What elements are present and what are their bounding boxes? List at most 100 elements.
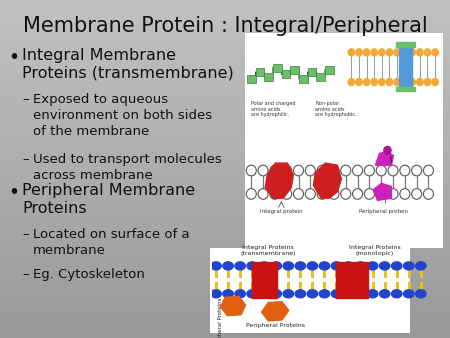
Circle shape (271, 290, 282, 298)
Polygon shape (375, 151, 393, 165)
Circle shape (432, 49, 438, 56)
Circle shape (211, 290, 221, 298)
Text: •: • (8, 48, 19, 67)
Circle shape (364, 78, 370, 86)
Bar (325, 66, 334, 74)
FancyBboxPatch shape (210, 248, 410, 333)
Circle shape (364, 49, 370, 56)
FancyBboxPatch shape (245, 33, 443, 143)
Circle shape (417, 78, 423, 86)
Circle shape (270, 165, 280, 176)
Circle shape (376, 165, 386, 176)
Circle shape (258, 165, 268, 176)
Text: Peripheral Proteins: Peripheral Proteins (246, 323, 305, 328)
Text: Peripheral Membrane
Proteins: Peripheral Membrane Proteins (22, 183, 195, 216)
Circle shape (246, 189, 256, 199)
Text: Polar and charged
amino acids
are hydrophilic.: Polar and charged amino acids are hydrop… (251, 101, 296, 117)
Circle shape (401, 78, 408, 86)
Polygon shape (313, 163, 342, 198)
Circle shape (415, 290, 426, 298)
Text: Non-polar
amino acids
are hydrophobic.: Non-polar amino acids are hydrophobic. (315, 101, 357, 117)
Bar (308, 68, 316, 76)
Circle shape (319, 290, 330, 298)
Text: Membrane Protein : Integral/Peripheral: Membrane Protein : Integral/Peripheral (22, 16, 427, 36)
Circle shape (367, 290, 378, 298)
Circle shape (364, 165, 374, 176)
Circle shape (343, 290, 354, 298)
Circle shape (379, 262, 390, 270)
Circle shape (392, 262, 402, 270)
Circle shape (343, 262, 354, 270)
Text: Integral Proteins
(transmembrane): Integral Proteins (transmembrane) (241, 245, 296, 256)
Bar (396, 87, 415, 92)
Circle shape (223, 290, 233, 298)
Text: Integral protein: Integral protein (260, 209, 302, 214)
Polygon shape (266, 163, 293, 198)
Circle shape (400, 165, 410, 176)
Circle shape (282, 189, 292, 199)
Text: –: – (22, 228, 29, 241)
Circle shape (353, 189, 363, 199)
Circle shape (409, 49, 415, 56)
Circle shape (432, 78, 438, 86)
Text: Exposed to aqueous
environment on both sides
of the membrane: Exposed to aqueous environment on both s… (33, 93, 212, 138)
Circle shape (394, 78, 400, 86)
Circle shape (423, 189, 433, 199)
Circle shape (417, 49, 423, 56)
Text: Peripheral Proteins: Peripheral Proteins (218, 297, 223, 338)
Circle shape (412, 165, 422, 176)
Circle shape (305, 165, 315, 176)
Polygon shape (261, 301, 289, 321)
Bar (290, 66, 299, 74)
Circle shape (348, 49, 355, 56)
Circle shape (293, 189, 303, 199)
Circle shape (384, 146, 391, 154)
Circle shape (400, 189, 410, 199)
Text: Eg. Cytoskeleton: Eg. Cytoskeleton (33, 268, 145, 281)
Text: •: • (8, 183, 19, 202)
Text: –: – (22, 153, 29, 166)
Circle shape (258, 189, 268, 199)
Circle shape (307, 290, 318, 298)
Circle shape (356, 78, 362, 86)
Polygon shape (220, 296, 246, 316)
Circle shape (317, 189, 327, 199)
Circle shape (223, 262, 233, 270)
Circle shape (211, 262, 221, 270)
Circle shape (307, 262, 318, 270)
Bar (299, 75, 308, 83)
Circle shape (378, 49, 385, 56)
Text: –: – (22, 268, 29, 281)
FancyBboxPatch shape (245, 143, 443, 248)
Circle shape (295, 262, 306, 270)
Circle shape (356, 49, 362, 56)
Circle shape (388, 189, 398, 199)
Circle shape (424, 78, 431, 86)
Circle shape (356, 290, 366, 298)
Bar (252, 262, 277, 298)
Circle shape (379, 290, 390, 298)
Text: Used to transport molecules
across membrane: Used to transport molecules across membr… (33, 153, 222, 182)
Circle shape (329, 165, 339, 176)
Circle shape (423, 165, 433, 176)
Circle shape (283, 262, 293, 270)
Text: Integral Membrane
Proteins (transmembrane): Integral Membrane Proteins (transmembran… (22, 48, 234, 81)
Text: –: – (22, 93, 29, 106)
Circle shape (246, 165, 256, 176)
Text: Located on surface of a
membrane: Located on surface of a membrane (33, 228, 189, 257)
Circle shape (367, 262, 378, 270)
Circle shape (409, 78, 415, 86)
Circle shape (271, 262, 282, 270)
Circle shape (259, 262, 270, 270)
Circle shape (386, 49, 393, 56)
Polygon shape (374, 183, 392, 200)
Circle shape (364, 189, 374, 199)
Circle shape (392, 290, 402, 298)
Circle shape (378, 78, 385, 86)
Bar (273, 64, 282, 72)
Bar (256, 68, 264, 76)
Circle shape (305, 189, 315, 199)
Circle shape (235, 262, 245, 270)
Circle shape (394, 49, 400, 56)
Text: Peripheral protein: Peripheral protein (359, 209, 408, 214)
